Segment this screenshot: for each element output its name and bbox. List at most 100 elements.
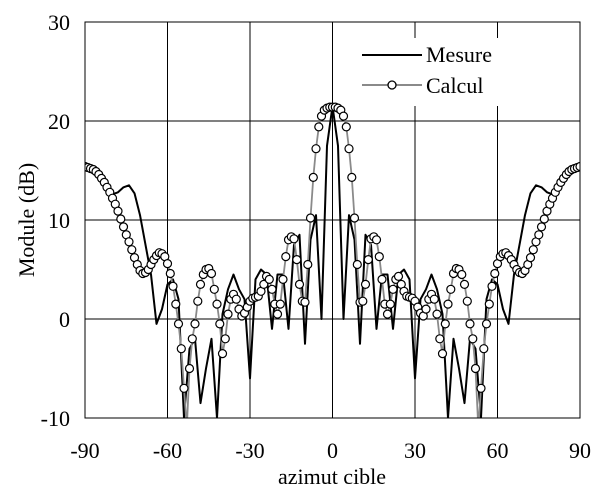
data-point-calcul [528, 245, 538, 255]
y-axis-title: Module (dB) [14, 163, 39, 277]
data-point-calcul [184, 363, 195, 374]
data-point-calcul [484, 299, 494, 309]
y-tick-label: 20 [48, 109, 70, 134]
data-point-calcul [575, 161, 580, 172]
data-point-calcul [278, 274, 288, 284]
data-point-calcul [176, 344, 186, 354]
data-point-calcul [382, 309, 393, 319]
x-tick-label: -60 [153, 438, 182, 463]
data-point-calcul [272, 309, 283, 319]
y-tick-label: 0 [59, 307, 70, 332]
y-tick-label: 10 [48, 208, 70, 233]
data-point-calcul [162, 259, 173, 269]
data-point-calcul [168, 281, 178, 291]
data-point-calcul [231, 294, 241, 304]
data-point-calcul [124, 237, 134, 247]
data-point-calcul [190, 319, 200, 329]
data-point-calcul [289, 234, 299, 244]
data-point-calcul [490, 268, 500, 279]
data-point-calcul [311, 144, 321, 154]
data-point-calcul [358, 296, 368, 306]
data-point-calcul [352, 259, 362, 270]
data-point-calcul [294, 279, 305, 289]
legend-background [355, 38, 515, 106]
data-point-calcul [388, 284, 398, 294]
data-point-calcul [432, 309, 442, 319]
data-point-calcul [314, 122, 324, 132]
data-point-calcul [429, 294, 439, 304]
data-point-calcul [347, 172, 357, 182]
x-axis-title: azimut cible [278, 464, 386, 489]
data-point-calcul [476, 383, 486, 393]
data-point-calcul [465, 319, 475, 329]
data-point-calcul [443, 299, 453, 309]
data-point-calcul [470, 363, 481, 374]
data-point-calcul [127, 245, 137, 255]
data-point-calcul [292, 255, 302, 265]
data-point-calcul [385, 299, 395, 309]
data-point-calcul [377, 274, 387, 284]
data-point-calcul [344, 144, 354, 154]
data-point-calcul [435, 334, 445, 344]
data-point-calcul [459, 279, 470, 289]
data-point-calcul [300, 297, 310, 307]
data-point-calcul [183, 424, 191, 432]
data-point-calcul [440, 319, 450, 329]
x-tick-label: 90 [569, 438, 591, 463]
data-point-calcul [165, 268, 175, 279]
data-point-calcul [303, 259, 313, 270]
x-tick-label: 60 [487, 438, 509, 463]
data-point-calcul [220, 334, 230, 344]
data-point-calcul [187, 334, 197, 344]
data-point-calcul [118, 222, 129, 232]
data-point-calcul [393, 271, 404, 281]
data-point-calcul [437, 349, 448, 359]
data-point-calcul [209, 284, 219, 294]
data-point-calcul [173, 319, 184, 329]
data-point-calcul [341, 122, 351, 132]
data-point-calcul [215, 319, 225, 329]
data-point-calcul [360, 279, 371, 289]
x-tick-label: -90 [70, 438, 99, 463]
data-point-calcul [223, 309, 233, 319]
data-point-calcul [264, 274, 274, 284]
data-point-calcul [179, 383, 189, 393]
x-tick-label: 30 [404, 438, 426, 463]
data-point-calcul [171, 299, 181, 309]
data-point-calcul [116, 214, 126, 224]
data-point-calcul [421, 304, 431, 314]
legend-label-calcul: Calcul [426, 73, 483, 98]
data-point-calcul [259, 279, 269, 289]
data-point-calcul [539, 214, 549, 224]
legend-label-mesure: Mesure [426, 42, 492, 67]
data-point-calcul [206, 268, 217, 279]
data-point-calcul [525, 253, 536, 263]
data-point-calcul [212, 299, 222, 309]
data-point-calcul [338, 111, 349, 121]
data-point-calcul [468, 334, 478, 344]
data-point-calcul [481, 319, 492, 329]
data-point-calcul [308, 172, 318, 182]
data-point-calcul [487, 281, 497, 291]
data-point-calcul [446, 284, 456, 294]
data-point-calcul [363, 255, 373, 265]
data-point-calcul [267, 284, 277, 294]
data-point-calcul [305, 213, 316, 223]
plot-frame [84, 21, 581, 419]
data-point-calcul [113, 206, 123, 216]
data-point-calcul [457, 269, 467, 280]
data-point-calcul [195, 279, 206, 289]
data-point-calcul [536, 222, 547, 232]
data-point-calcul [371, 235, 382, 245]
data-point-calcul [462, 296, 472, 306]
data-point-calcul [281, 252, 291, 262]
y-tick-label: 30 [48, 10, 70, 35]
data-point-calcul [479, 344, 489, 354]
data-point-calcul [193, 296, 203, 306]
data-point-calcul [349, 213, 360, 223]
x-tick-label: -30 [235, 438, 264, 463]
x-tick-label: 0 [327, 438, 338, 463]
data-point-calcul [374, 252, 384, 262]
data-point-calcul [217, 349, 228, 359]
